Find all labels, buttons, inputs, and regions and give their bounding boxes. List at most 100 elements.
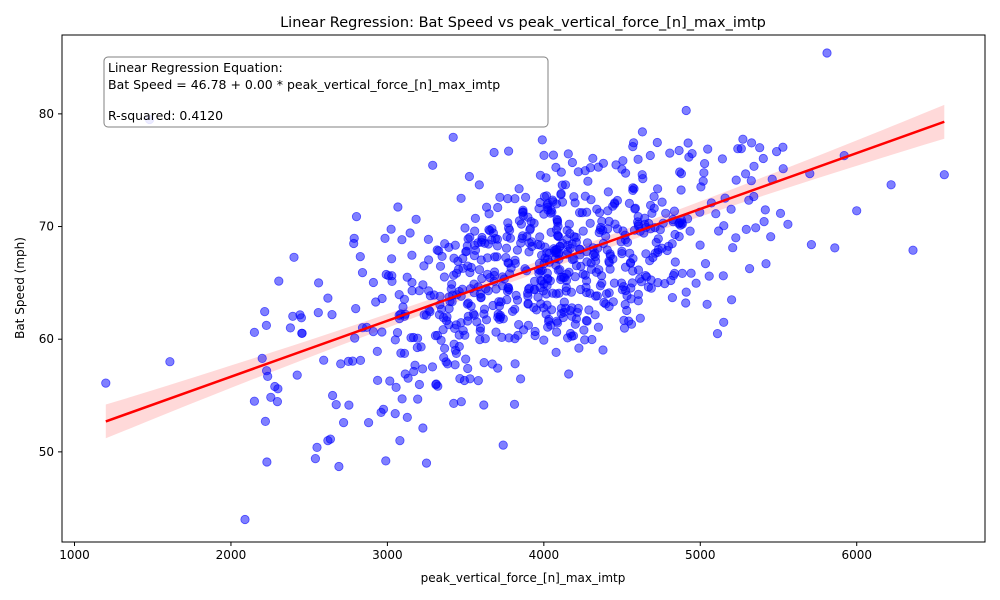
- data-point: [749, 191, 759, 202]
- data-point: [399, 348, 410, 358]
- data-point: [641, 249, 651, 259]
- data-point: [717, 154, 728, 164]
- data-point: [681, 105, 691, 116]
- data-point: [423, 255, 434, 265]
- data-point: [573, 167, 583, 177]
- data-point: [702, 299, 712, 309]
- data-point: [518, 325, 529, 335]
- data-point: [484, 209, 494, 219]
- data-point: [771, 147, 782, 157]
- data-point: [574, 208, 585, 218]
- data-point: [456, 193, 466, 203]
- data-point: [440, 239, 450, 249]
- data-point: [501, 243, 512, 253]
- data-point: [504, 225, 515, 235]
- data-point: [778, 142, 788, 152]
- data-point: [442, 312, 452, 322]
- data-point: [712, 328, 723, 339]
- data-point: [488, 228, 498, 238]
- regression-line-group: [105, 120, 945, 423]
- data-point: [619, 323, 630, 333]
- data-point: [667, 239, 677, 249]
- data-point: [470, 226, 480, 236]
- data-point: [590, 248, 600, 258]
- data-point: [503, 146, 514, 156]
- data-point: [451, 320, 461, 330]
- data-point: [249, 327, 259, 337]
- data-point: [423, 234, 433, 244]
- data-point: [431, 379, 441, 390]
- data-point: [574, 343, 584, 353]
- data-point: [535, 197, 545, 208]
- data-point: [503, 282, 513, 293]
- data-point: [411, 214, 421, 224]
- data-point: [430, 330, 441, 341]
- data-point: [618, 156, 628, 166]
- data-point: [604, 288, 614, 298]
- data-point: [448, 132, 458, 142]
- data-point: [624, 198, 635, 208]
- data-point: [685, 226, 695, 236]
- data-point: [637, 170, 647, 180]
- data-point: [698, 176, 708, 186]
- data-point: [537, 135, 547, 145]
- data-point: [327, 309, 337, 320]
- data-point: [711, 209, 721, 219]
- data-point: [830, 243, 840, 253]
- data-point: [544, 314, 554, 324]
- data-point: [418, 423, 428, 433]
- data-point: [351, 212, 362, 222]
- data-point: [310, 453, 320, 464]
- data-point: [670, 229, 680, 240]
- data-point: [633, 154, 643, 164]
- data-point: [583, 176, 593, 186]
- data-point: [603, 224, 613, 234]
- data-point: [516, 238, 526, 248]
- data-point: [460, 330, 470, 340]
- data-point: [562, 234, 572, 244]
- data-point: [649, 192, 659, 202]
- data-point: [450, 345, 460, 355]
- data-point: [458, 263, 468, 273]
- x-tick-label: 4000: [529, 548, 560, 562]
- data-point: [564, 369, 574, 379]
- data-point: [559, 297, 569, 307]
- data-point: [939, 170, 949, 180]
- data-point: [565, 305, 575, 316]
- data-point: [630, 203, 641, 213]
- data-point: [691, 278, 701, 288]
- data-point: [674, 145, 684, 156]
- data-point: [681, 298, 691, 308]
- data-point: [462, 316, 473, 326]
- data-point: [758, 153, 768, 164]
- data-point: [642, 272, 652, 282]
- data-point: [446, 284, 456, 294]
- data-point: [514, 216, 525, 226]
- data-point: [464, 171, 474, 182]
- data-point: [274, 276, 284, 286]
- data-point: [628, 185, 638, 195]
- data-point: [590, 310, 600, 320]
- data-point: [573, 303, 583, 313]
- data-point: [520, 192, 531, 202]
- data-point: [402, 412, 412, 422]
- data-point: [263, 371, 273, 381]
- data-point: [480, 334, 490, 344]
- data-point: [618, 281, 629, 292]
- data-point: [376, 407, 386, 417]
- data-point: [617, 246, 627, 256]
- data-point: [657, 197, 667, 207]
- data-point: [579, 325, 589, 335]
- data-point: [249, 396, 259, 406]
- data-point: [759, 217, 769, 227]
- data-point: [419, 261, 429, 271]
- data-point: [586, 195, 596, 205]
- data-point: [546, 205, 556, 215]
- data-point: [551, 162, 561, 172]
- data-point: [523, 212, 533, 222]
- data-point: [552, 318, 563, 328]
- data-point: [479, 304, 490, 314]
- data-point: [557, 197, 568, 207]
- data-point: [667, 292, 678, 303]
- data-point: [393, 202, 403, 212]
